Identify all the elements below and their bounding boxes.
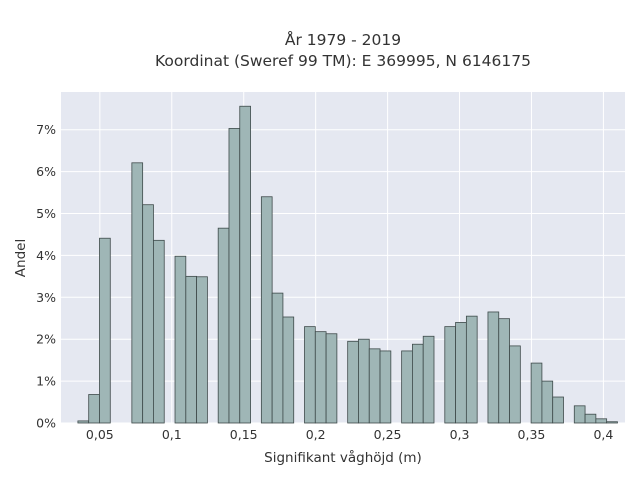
histogram-bar <box>573 405 586 424</box>
histogram-bar <box>487 311 500 424</box>
x-tick-label: 0,3 <box>450 427 470 442</box>
histogram-bar <box>379 350 392 424</box>
histogram-bar <box>325 333 338 424</box>
x-axis-label: Signifikant våghöjd (m) <box>264 449 422 466</box>
histogram-bar <box>358 338 370 424</box>
histogram-bar <box>196 276 208 424</box>
histogram-bar <box>131 162 144 424</box>
x-tick-label: 0,1 <box>162 427 182 442</box>
histogram-bar <box>239 105 251 424</box>
histogram-bar <box>530 362 543 424</box>
histogram-bar <box>444 326 456 424</box>
bars <box>77 105 618 424</box>
y-tick-label: 1% <box>36 374 56 389</box>
histogram-bar <box>401 350 413 424</box>
histogram-bar <box>584 413 597 424</box>
y-axis-ticks: 0% 1% 2% 3% 4% 5% 6% 7% <box>36 122 56 430</box>
histogram-bar <box>541 380 554 424</box>
y-tick-label: 4% <box>36 248 56 263</box>
x-tick-label: 0,2 <box>306 427 326 442</box>
histogram-bar <box>217 227 230 424</box>
chart-subtitle: Koordinat (Sweref 99 TM): E 369995, N 61… <box>155 52 531 70</box>
x-tick-label: 0,35 <box>518 427 546 442</box>
histogram-bar <box>282 316 295 424</box>
y-tick-label: 5% <box>36 206 56 221</box>
histogram-bar <box>606 421 618 424</box>
x-tick-label: 0,4 <box>593 427 613 442</box>
histogram-bar <box>455 322 467 424</box>
y-tick-label: 2% <box>36 332 56 347</box>
histogram-bar <box>509 345 521 424</box>
histogram-bar <box>142 204 154 424</box>
x-tick-label: 0,15 <box>230 427 258 442</box>
chart-title: År 1979 - 2019 <box>285 30 401 49</box>
y-tick-label: 0% <box>36 416 56 431</box>
histogram-bar <box>595 418 608 424</box>
x-tick-label: 0,25 <box>374 427 402 442</box>
histogram-bar <box>88 394 100 424</box>
histogram-bar <box>314 331 327 424</box>
histogram-bar <box>77 420 90 424</box>
y-tick-label: 3% <box>36 290 56 305</box>
y-tick-label: 7% <box>36 122 56 137</box>
histogram-bar <box>412 343 424 424</box>
x-axis-ticks: 0,05 0,1 0,15 0,2 0,25 0,3 0,35 0,4 <box>86 427 613 442</box>
histogram-bar <box>552 396 564 424</box>
histogram-bar <box>99 237 111 424</box>
histogram-bar <box>174 255 187 424</box>
y-tick-label: 6% <box>36 164 56 179</box>
histogram-bar <box>260 196 273 424</box>
histogram-bar <box>271 292 284 424</box>
histogram-bar <box>368 348 381 424</box>
histogram-bar <box>153 239 165 424</box>
histogram-bar <box>347 340 359 424</box>
histogram-bar <box>465 315 478 424</box>
histogram-bar <box>304 326 316 424</box>
histogram-bar <box>498 318 510 424</box>
y-axis-label: Andel <box>13 239 29 277</box>
histogram-bar <box>185 275 198 424</box>
histogram-bar <box>422 335 435 424</box>
x-tick-label: 0,05 <box>86 427 114 442</box>
histogram-bar <box>228 128 241 424</box>
